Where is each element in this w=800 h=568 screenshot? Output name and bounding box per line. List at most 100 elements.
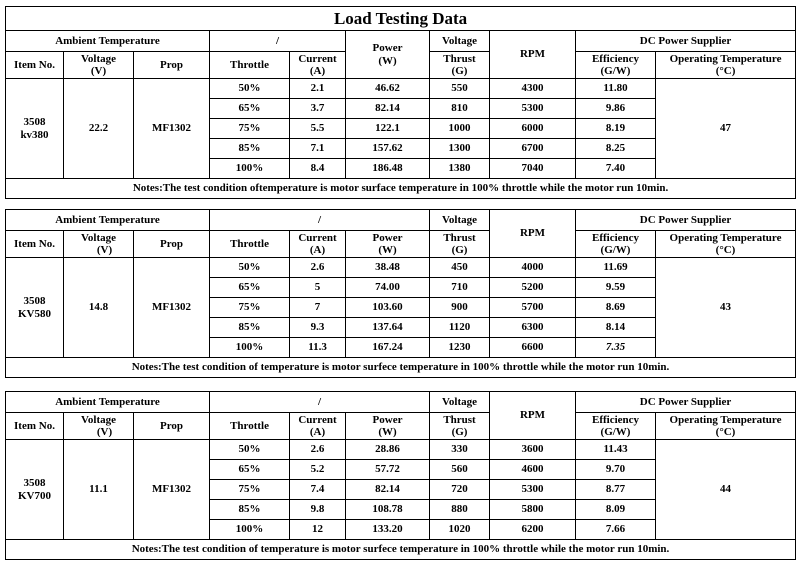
operating-temperature-value: 44 bbox=[655, 439, 797, 540]
header-dc-power-supplier: DC Power Supplier bbox=[575, 391, 797, 413]
current-value: 9.8 bbox=[289, 499, 347, 520]
table-row: 3508 KV580 14.8 MF1302 50% 2.6 38.48 450… bbox=[5, 257, 797, 358]
header-efficiency: Efficiency (G/W) bbox=[575, 412, 657, 440]
table-row: 85% 9.3 137.64 1120 6300 8.14 bbox=[6, 317, 796, 338]
thrust-value: 1230 bbox=[429, 337, 491, 358]
table-row: 75% 7 103.60 900 5700 8.69 bbox=[6, 297, 796, 318]
header-voltage: Voltage (V) bbox=[63, 51, 134, 79]
rpm-value: 4600 bbox=[489, 459, 577, 480]
thrust-value: 900 bbox=[429, 297, 491, 318]
rpm-value: 3600 bbox=[489, 439, 577, 460]
operating-temperature-value: 47 bbox=[654, 78, 797, 179]
header-voltage: Voltage (V) bbox=[63, 412, 134, 440]
notes-row: Notes:The test condition of temperature … bbox=[4, 357, 797, 378]
current-value: 5 bbox=[289, 277, 347, 298]
throttle-value: 50% bbox=[209, 78, 290, 99]
thrust-value: 1000 bbox=[429, 118, 490, 139]
item-no-line2: KV580 bbox=[18, 307, 51, 320]
current-value: 7 bbox=[289, 297, 347, 318]
throttle-value: 85% bbox=[209, 138, 290, 159]
power-value: 122.1 bbox=[345, 118, 430, 139]
header-thrust-line1: Thrust bbox=[443, 52, 476, 65]
efficiency-value: 8.14 bbox=[575, 317, 657, 338]
throttle-value: 100% bbox=[209, 337, 291, 358]
thrust-value: 1020 bbox=[429, 519, 491, 540]
current-value: 2.1 bbox=[289, 78, 346, 99]
header-item-no: Item No. bbox=[5, 412, 64, 440]
header-operating-temperature-line1: Operating Temperature bbox=[669, 52, 782, 65]
rpm-value: 5300 bbox=[489, 98, 576, 119]
header-thrust-line2: (G) bbox=[451, 244, 468, 256]
thrust-value: 1300 bbox=[429, 138, 490, 159]
header-efficiency: Efficiency (G/W) bbox=[575, 230, 657, 258]
efficiency-value: 9.70 bbox=[575, 459, 657, 480]
table-row: 100% 8.4 186.48 1380 7040 7.40 bbox=[6, 158, 796, 179]
header-efficiency-line2: (G/W) bbox=[600, 65, 631, 77]
efficiency-value: 9.86 bbox=[575, 98, 656, 119]
header-voltage-line1: Voltage bbox=[80, 231, 117, 244]
throttle-value: 65% bbox=[209, 277, 291, 298]
current-value: 12 bbox=[289, 519, 347, 540]
notes-text: Notes:The test condition oftemperature i… bbox=[4, 178, 797, 199]
power-value: 108.78 bbox=[345, 499, 431, 520]
header-row-group: Ambient Temperature / Power (W) Voltage … bbox=[5, 30, 797, 79]
header-power-line2: (W) bbox=[378, 54, 397, 67]
header-dc-power-supplier: DC Power Supplier bbox=[574, 30, 797, 52]
power-value: 137.64 bbox=[345, 317, 431, 338]
table-row: 3508 kv380 22.2 MF1302 50% 2.1 46.62 550… bbox=[5, 78, 797, 179]
header-thrust: Thrust (G) bbox=[429, 51, 490, 79]
power-value: 46.62 bbox=[345, 78, 430, 99]
item-no-line2: kv380 bbox=[20, 128, 49, 141]
current-value: 3.7 bbox=[289, 98, 346, 119]
header-item-no: Item No. bbox=[5, 230, 64, 258]
header-current: Current (A) bbox=[289, 51, 346, 79]
header-throttle: Throttle bbox=[209, 51, 290, 79]
header-efficiency: Efficiency (G/W) bbox=[575, 51, 656, 79]
header-rpm: RPM bbox=[489, 391, 577, 440]
current-value: 9.3 bbox=[289, 317, 347, 338]
thrust-value: 330 bbox=[429, 439, 491, 460]
power-value: 74.00 bbox=[345, 277, 431, 298]
header-current: Current (A) bbox=[289, 412, 347, 440]
header-power-line1: Power bbox=[372, 231, 403, 244]
power-value: 186.48 bbox=[345, 158, 430, 179]
header-row-columns: Item No. Voltage (V) Prop Throttle Curre… bbox=[5, 230, 797, 258]
current-value: 7.4 bbox=[289, 479, 347, 500]
header-operating-temperature-line1: Operating Temperature bbox=[669, 413, 782, 426]
table-row: 75% 5.5 122.1 1000 6000 8.19 bbox=[6, 118, 796, 139]
efficiency-value: 8.19 bbox=[575, 118, 656, 139]
current-value: 2.6 bbox=[289, 439, 347, 460]
table-row: 85% 9.8 108.78 880 5800 8.09 bbox=[6, 499, 796, 520]
table-row: 65% 3.7 82.14 810 5300 9.86 bbox=[6, 98, 796, 119]
power-value: 38.48 bbox=[345, 257, 431, 278]
efficiency-value: 8.69 bbox=[575, 297, 657, 318]
header-voltage-line1: Voltage bbox=[80, 413, 117, 426]
rpm-value: 5200 bbox=[489, 277, 577, 298]
efficiency-value: 11.80 bbox=[575, 78, 656, 99]
table-row: 75% 7.4 82.14 720 5300 8.77 bbox=[6, 479, 796, 500]
header-power: Power (W) bbox=[345, 412, 431, 440]
power-value: 133.20 bbox=[345, 519, 431, 540]
header-voltage: Voltage (V) bbox=[63, 230, 134, 258]
throttle-value: 85% bbox=[209, 317, 291, 338]
prop-value: MF1302 bbox=[133, 78, 210, 179]
item-no-line1: 3508 bbox=[23, 116, 46, 129]
item-no-value: 3508 KV580 bbox=[5, 257, 64, 358]
power-value: 103.60 bbox=[345, 297, 431, 318]
power-value: 57.72 bbox=[345, 459, 431, 480]
current-value: 5.5 bbox=[289, 118, 346, 139]
voltage-value: 14.8 bbox=[63, 257, 134, 358]
header-current-line2: (A) bbox=[309, 426, 326, 438]
power-value: 167.24 bbox=[345, 337, 431, 358]
thrust-value: 560 bbox=[429, 459, 491, 480]
header-efficiency-line2: (G/W) bbox=[600, 244, 631, 256]
prop-value: MF1302 bbox=[132, 257, 211, 358]
throttle-value: 75% bbox=[209, 479, 291, 500]
header-rpm: RPM bbox=[489, 209, 577, 258]
header-thrust-line2: (G) bbox=[451, 426, 468, 438]
efficiency-value: 11.69 bbox=[575, 257, 657, 278]
thrust-value: 1120 bbox=[429, 317, 491, 338]
table-row: 3508 KV700 11.1 MF1302 50% 2.6 28.86 330… bbox=[5, 439, 797, 540]
header-current-line1: Current bbox=[298, 413, 337, 426]
notes-text: Notes:The test condition of temperature … bbox=[4, 539, 797, 560]
